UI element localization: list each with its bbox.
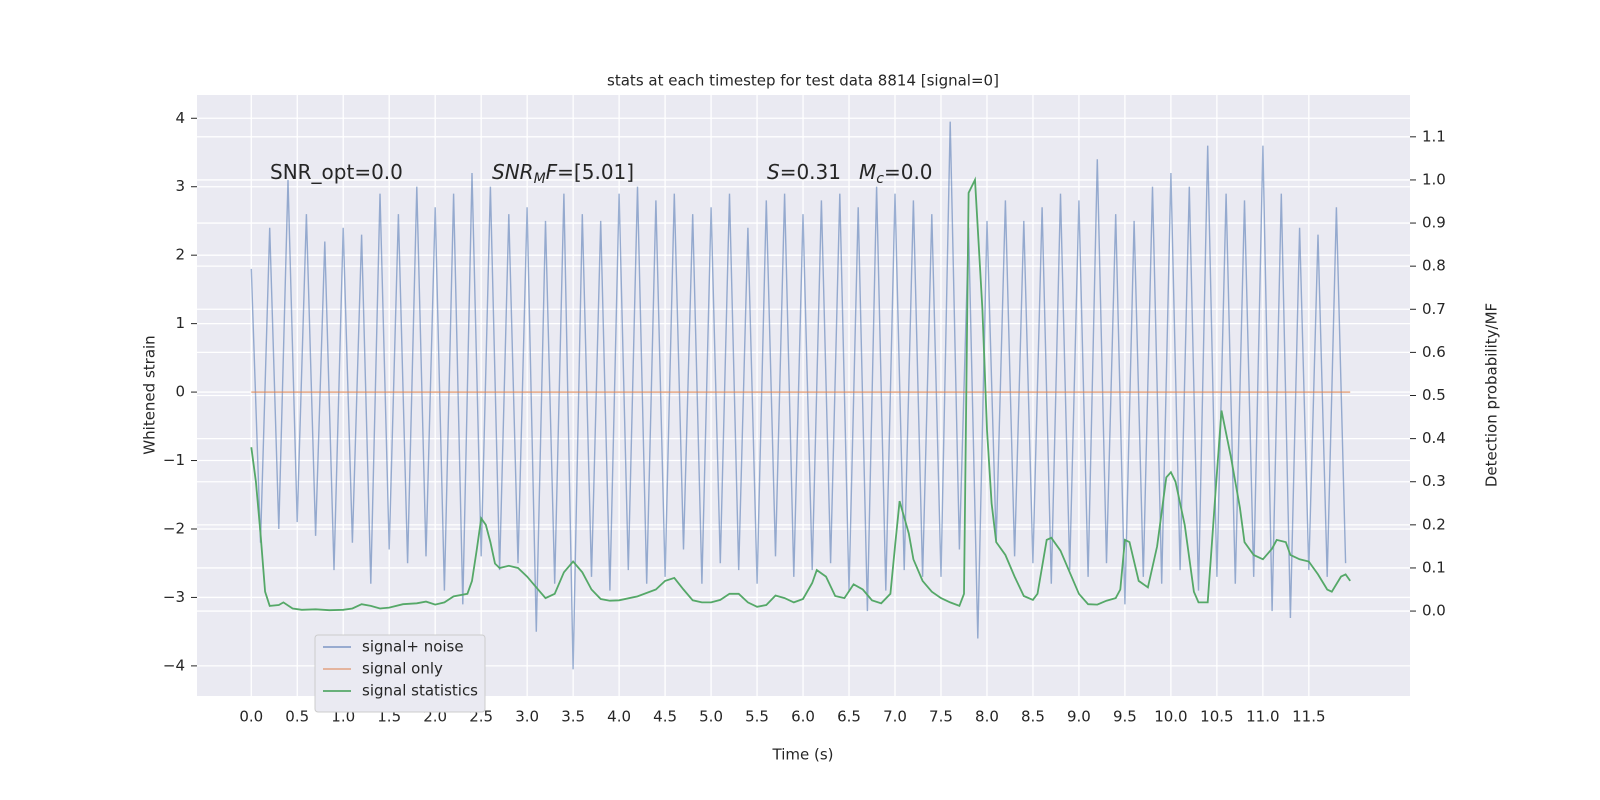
y2-tick-label: 0.1 bbox=[1422, 558, 1446, 576]
annotation-part: =0.0 bbox=[884, 160, 933, 184]
annotation: S=0.31 bbox=[767, 160, 841, 184]
annotation-part: SNR_opt=0.0 bbox=[270, 160, 403, 184]
x-tick-label: 0.5 bbox=[285, 708, 309, 726]
x-tick-label: 5.5 bbox=[745, 708, 769, 726]
y-tick-label: 3 bbox=[175, 177, 185, 195]
y-tick-label: −2 bbox=[163, 519, 185, 537]
legend-label: signal statistics bbox=[362, 682, 478, 700]
y-tick-label: 1 bbox=[175, 314, 185, 332]
x-tick-label: 4.5 bbox=[653, 708, 677, 726]
x-tick-label: 4.0 bbox=[607, 708, 631, 726]
y-tick-label: 4 bbox=[175, 109, 185, 127]
x-tick-label: 11.5 bbox=[1292, 708, 1325, 726]
annotation-part: M bbox=[859, 160, 876, 184]
x-tick-label: 7.0 bbox=[883, 708, 907, 726]
annotation: Mc=0.0 bbox=[859, 160, 933, 188]
x-tick-label: 11.0 bbox=[1246, 708, 1279, 726]
x-tick-label: 9.0 bbox=[1067, 708, 1091, 726]
x-tick-label: 3.5 bbox=[561, 708, 585, 726]
x-tick-label: 9.5 bbox=[1113, 708, 1137, 726]
x-tick-label: 10.5 bbox=[1200, 708, 1233, 726]
y2-tick-label: 0.7 bbox=[1422, 300, 1446, 318]
annotation-part: SNR bbox=[492, 160, 534, 184]
y2-tick-label: 0.3 bbox=[1422, 472, 1446, 490]
x-tick-label: 10.0 bbox=[1154, 708, 1187, 726]
x-tick-label: 0.0 bbox=[239, 708, 263, 726]
y-tick-label: 2 bbox=[175, 246, 185, 264]
series-line bbox=[250, 121, 1347, 670]
x-tick-label: 6.5 bbox=[837, 708, 861, 726]
x-tick-label: 8.0 bbox=[975, 708, 999, 726]
x-tick-label: 5.0 bbox=[699, 708, 723, 726]
annotation-part: =[5.01] bbox=[557, 160, 634, 184]
annotation-part: M bbox=[534, 171, 546, 187]
y2-tick-label: 0.9 bbox=[1422, 214, 1446, 232]
y2-tick-label: 1.1 bbox=[1422, 127, 1446, 145]
y2-tick-label: 0.8 bbox=[1422, 257, 1446, 275]
y2-tick-label: 0.2 bbox=[1422, 515, 1446, 533]
y-tick-label: 0 bbox=[175, 383, 185, 401]
chart-title: stats at each timestep for test data 881… bbox=[607, 72, 999, 90]
x-tick-label: 3.0 bbox=[515, 708, 539, 726]
y2-tick-label: 0.4 bbox=[1422, 429, 1446, 447]
x-tick-label: 7.5 bbox=[929, 708, 953, 726]
x-tick-label: 6.0 bbox=[791, 708, 815, 726]
annotation: SNRMF=[5.01] bbox=[492, 160, 634, 188]
legend-label: signal+ noise bbox=[362, 638, 464, 656]
annotation: SNR_opt=0.0 bbox=[270, 160, 403, 184]
series-line bbox=[250, 176, 1351, 612]
y-tick-label: −4 bbox=[163, 656, 185, 674]
annotation-part: F bbox=[546, 160, 558, 184]
x-tick-label: 8.5 bbox=[1021, 708, 1045, 726]
y-axis-label: Whitened strain bbox=[141, 335, 159, 454]
y2-axis-label: Detection probability/MF bbox=[1483, 303, 1501, 487]
y-tick-label: −3 bbox=[163, 588, 185, 606]
y-tick-label: −1 bbox=[163, 451, 185, 469]
legend-label: signal only bbox=[362, 660, 443, 678]
y2-tick-label: 0.6 bbox=[1422, 343, 1446, 361]
annotation-part: c bbox=[876, 171, 884, 187]
legend-box bbox=[314, 634, 486, 713]
annotation-part: =0.31 bbox=[780, 160, 841, 184]
y2-tick-label: 0.5 bbox=[1422, 386, 1446, 404]
y2-tick-label: 0.0 bbox=[1422, 602, 1446, 620]
x-axis-label: Time (s) bbox=[772, 746, 834, 764]
y2-tick-label: 1.0 bbox=[1422, 170, 1446, 188]
annotation-part: S bbox=[767, 160, 780, 184]
